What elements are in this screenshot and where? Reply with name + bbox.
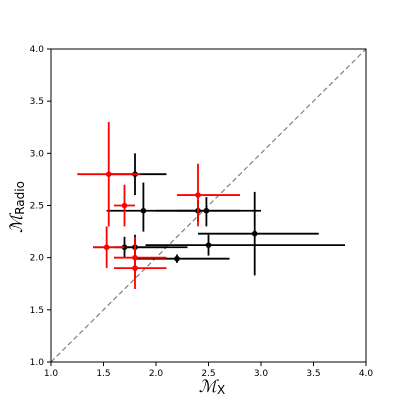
data-point-red (177, 163, 240, 227)
x-tick-label: 1.5 (96, 369, 110, 379)
data-point-red (77, 122, 141, 227)
x-ticks: 1.0 1.5 2.0 2.5 3.0 3.5 4.0 (44, 362, 374, 379)
data-point-black (145, 234, 345, 256)
x-tick-label: 3.0 (254, 369, 269, 379)
data-point-black (198, 191, 319, 276)
x-axis-label: ℳX (199, 377, 225, 397)
y-axis-label: ℳRadio (7, 181, 27, 233)
x-tick-label: 3.5 (306, 369, 320, 379)
y-tick-label: 1.0 (30, 358, 45, 368)
y-tick-label: 3.5 (30, 97, 44, 107)
data-marker (195, 192, 201, 198)
data-point-black (106, 182, 196, 232)
y-tick-label: 4.0 (30, 45, 45, 55)
series-black (93, 153, 345, 276)
y-tick-label: 1.5 (30, 306, 44, 316)
data-point-red (114, 247, 167, 289)
y-tick-label: 2.0 (30, 254, 45, 264)
x-tick-label: 4.0 (359, 369, 374, 379)
data-marker (132, 265, 138, 271)
data-marker (203, 207, 210, 214)
data-marker (103, 244, 110, 251)
data-point-black (135, 254, 230, 263)
data-layer (77, 122, 345, 289)
data-point-red (114, 236, 167, 279)
data-point-black (177, 197, 240, 227)
data-point-red (93, 226, 125, 269)
data-marker (174, 255, 180, 262)
data-marker (205, 242, 212, 248)
x-tick-label: 1.0 (44, 369, 59, 379)
data-marker (251, 230, 258, 237)
series-red (77, 122, 240, 289)
one-to-one-line (50, 48, 367, 363)
x-tick-label: 2.0 (149, 369, 164, 379)
y-tick-label: 2.5 (30, 202, 44, 212)
y-ticks: 1.0 1.5 2.0 2.5 3.0 3.5 4.0 (30, 45, 51, 368)
data-point-red (114, 184, 135, 227)
data-marker (140, 207, 147, 214)
data-marker (105, 171, 112, 177)
reference-line-layer (50, 48, 367, 363)
data-marker (121, 202, 128, 209)
x-tick-label: 2.5 (201, 369, 215, 379)
y-tick-label: 3.0 (30, 149, 45, 159)
